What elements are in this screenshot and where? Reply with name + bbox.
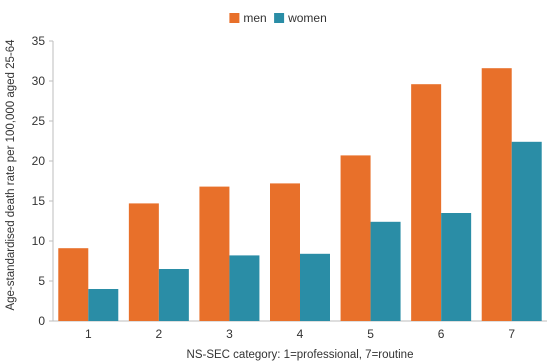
bar-women-5 bbox=[370, 221, 401, 321]
bar-women-1 bbox=[88, 289, 119, 321]
x-tick-label: 3 bbox=[226, 327, 233, 341]
x-tick-label: 5 bbox=[367, 327, 374, 341]
bar-men-6 bbox=[411, 84, 442, 321]
x-tick-label: 1 bbox=[85, 327, 92, 341]
x-tick-label: 4 bbox=[297, 327, 304, 341]
y-tick-label: 15 bbox=[32, 194, 46, 208]
x-tick-label: 6 bbox=[438, 327, 445, 341]
x-axis: 1 2 3 4 5 6 7 bbox=[53, 320, 547, 341]
y-tick-label: 20 bbox=[32, 154, 46, 168]
bars bbox=[58, 68, 542, 321]
y-tick-label: 25 bbox=[32, 114, 46, 128]
y-tick-label: 0 bbox=[38, 314, 45, 328]
legend-swatch-women bbox=[274, 13, 285, 23]
bar-women-7 bbox=[511, 141, 542, 321]
y-axis: 0 5 10 15 20 25 30 35 bbox=[32, 34, 54, 328]
bar-men-7 bbox=[481, 68, 512, 321]
bar-men-3 bbox=[199, 186, 230, 321]
bar-men-1 bbox=[58, 248, 89, 321]
bar-women-4 bbox=[300, 253, 330, 321]
bar-men-2 bbox=[128, 203, 159, 321]
bar-women-3 bbox=[229, 255, 260, 321]
bar-women-2 bbox=[158, 269, 189, 321]
y-tick-label: 35 bbox=[32, 34, 46, 48]
x-tick-label: 2 bbox=[156, 327, 163, 341]
bar-men-4 bbox=[270, 183, 300, 321]
y-tick-label: 5 bbox=[38, 274, 45, 288]
y-tick-label: 10 bbox=[32, 234, 46, 248]
legend: men women bbox=[229, 11, 327, 25]
legend-label-men: men bbox=[243, 11, 266, 25]
y-tick-label: 30 bbox=[32, 74, 46, 88]
y-axis-title: Age-standardised death rate per 100,000 … bbox=[5, 39, 17, 311]
x-axis-title: NS-SEC category: 1=professional, 7=routi… bbox=[187, 349, 414, 361]
legend-swatch-men bbox=[229, 13, 240, 23]
bar-women-6 bbox=[441, 213, 472, 321]
legend-label-women: women bbox=[287, 11, 327, 25]
bar-men-5 bbox=[340, 155, 371, 321]
x-tick-label: 7 bbox=[508, 327, 515, 341]
